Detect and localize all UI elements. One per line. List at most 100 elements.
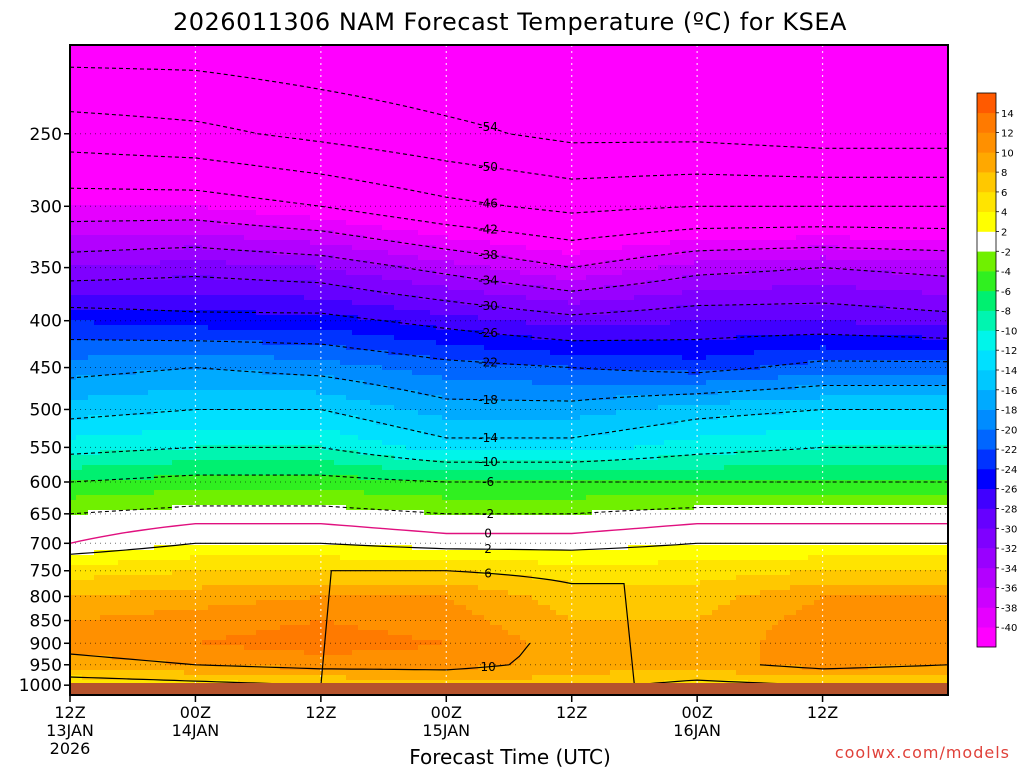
heat-cell [292, 355, 299, 361]
heat-cell [70, 400, 77, 406]
heat-cell [118, 140, 125, 146]
heat-cell [262, 450, 269, 456]
heat-cell [238, 90, 245, 96]
heat-cell [196, 135, 203, 141]
heat-cell [226, 260, 233, 266]
heat-cell [130, 45, 137, 51]
heat-cell [232, 470, 239, 476]
heat-cell [220, 205, 227, 211]
heat-cell [280, 220, 287, 226]
heat-cell [286, 560, 293, 566]
heat-cell [106, 630, 113, 636]
heat-cell [148, 200, 155, 206]
heat-cell [154, 490, 161, 496]
heat-cell [112, 665, 119, 671]
heat-cell [154, 495, 161, 501]
heat-cell [250, 260, 257, 266]
heat-cell [232, 555, 239, 561]
heat-cell [274, 360, 281, 366]
heat-cell [244, 80, 251, 86]
heat-cell [184, 530, 191, 536]
heat-cell [280, 610, 287, 616]
heat-cell [232, 420, 239, 426]
heat-cell [88, 660, 95, 666]
heat-cell [112, 580, 119, 586]
heat-cell [142, 380, 149, 386]
heat-cell [106, 615, 113, 621]
heat-cell [214, 270, 221, 276]
heat-cell [208, 465, 215, 471]
heat-cell [274, 635, 281, 641]
heat-cell [166, 620, 173, 626]
heat-cell [172, 165, 179, 171]
heat-cell [70, 230, 77, 236]
heat-cell [166, 550, 173, 556]
heat-cell [202, 550, 209, 556]
heat-cell [76, 540, 83, 546]
heat-cell [178, 630, 185, 636]
heat-cell [70, 310, 77, 316]
heat-cell [280, 555, 287, 561]
heat-cell [178, 310, 185, 316]
heat-cell [286, 375, 293, 381]
heat-cell [160, 350, 167, 356]
heat-cell [280, 235, 287, 241]
heat-cell [226, 475, 233, 481]
heat-cell [82, 270, 89, 276]
heat-cell [250, 115, 257, 121]
heat-cell [184, 260, 191, 266]
heat-cell [166, 385, 173, 391]
heat-cell [286, 285, 293, 291]
heat-cell [172, 485, 179, 491]
heat-cell [130, 380, 137, 386]
heat-cell [220, 510, 227, 516]
heat-cell [196, 490, 203, 496]
heat-cell [178, 100, 185, 106]
heat-cell [214, 660, 221, 666]
heat-cell [178, 490, 185, 496]
heat-cell [220, 570, 227, 576]
heat-cell [262, 205, 269, 211]
heat-cell [214, 325, 221, 331]
heat-cell [112, 180, 119, 186]
heat-cell [100, 445, 107, 451]
heat-cell [154, 240, 161, 246]
heat-cell [118, 235, 125, 241]
heat-cell [196, 285, 203, 291]
heat-cell [286, 640, 293, 646]
heat-cell [160, 675, 167, 681]
heat-cell [196, 155, 203, 161]
heat-cell [202, 495, 209, 501]
heat-cell [76, 135, 83, 141]
heat-cell [190, 570, 197, 576]
heat-cell [88, 365, 95, 371]
heat-cell [136, 185, 143, 191]
heat-cell [226, 105, 233, 111]
heat-cell [136, 510, 143, 516]
heat-cell [232, 325, 239, 331]
heat-cell [130, 670, 137, 676]
heat-cell [94, 320, 101, 326]
heat-cell [142, 155, 149, 161]
heat-cell [178, 300, 185, 306]
heat-cell [148, 280, 155, 286]
heat-cell [202, 665, 209, 671]
heat-cell [226, 480, 233, 486]
heat-cell [142, 530, 149, 536]
heat-cell [166, 590, 173, 596]
heat-cell [250, 425, 257, 431]
heat-cell [190, 515, 197, 521]
heat-cell [112, 375, 119, 381]
heat-cell [202, 545, 209, 551]
heat-cell [292, 675, 299, 681]
heat-cell [160, 250, 167, 256]
heat-cell [232, 415, 239, 421]
heat-cell [268, 330, 275, 336]
heat-cell [106, 215, 113, 221]
heat-cell [82, 465, 89, 471]
heat-cell [172, 205, 179, 211]
heat-cell [196, 340, 203, 346]
heat-cell [274, 245, 281, 251]
heat-cell [82, 545, 89, 551]
heat-cell [88, 295, 95, 301]
